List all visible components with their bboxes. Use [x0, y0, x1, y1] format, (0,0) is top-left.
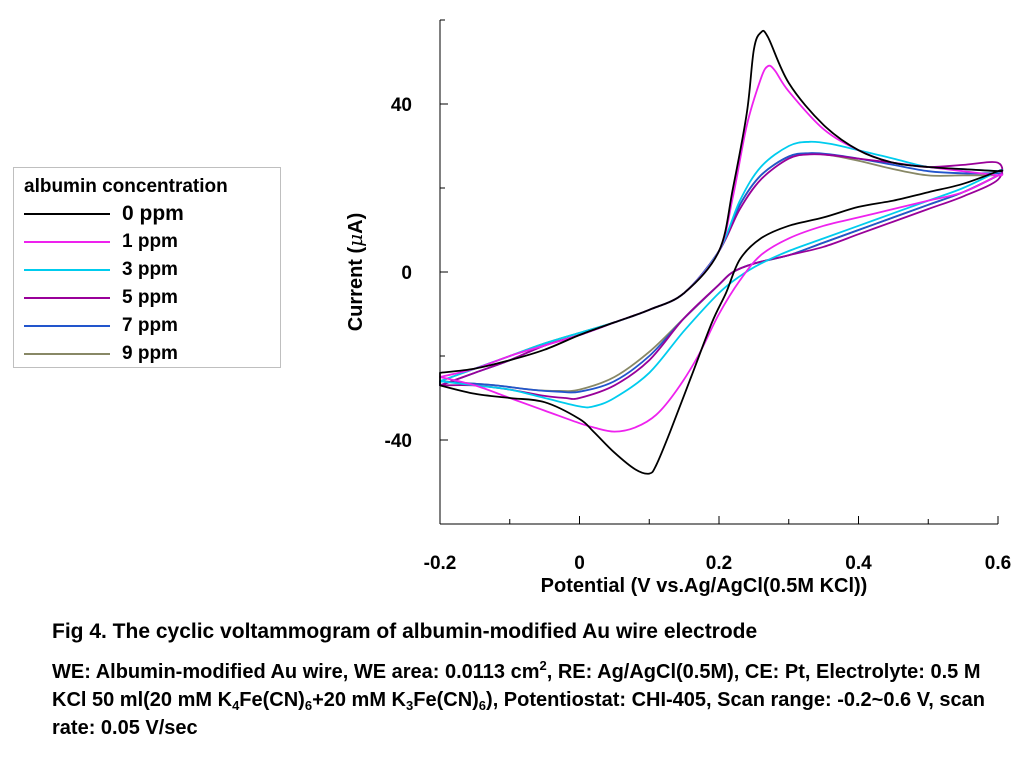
y-tick-label: 40	[391, 95, 412, 116]
legend: albumin concentration 0 ppm 1 ppm 3 ppm …	[13, 167, 281, 368]
cv-chart: -0.2 0 0.2 0.4 0.6 -40 0 40 Potential (V vs.Ag/…	[343, 19, 1012, 597]
legend-item-7ppm: 7 ppm	[24, 313, 274, 339]
x-tick-label: 0.4	[845, 553, 872, 574]
series-line-0-ppm	[439, 29, 1004, 475]
tick-labels: -0.2 0 0.2 0.4 0.6 -40 0 40	[385, 95, 1012, 574]
legend-item-1ppm: 1 ppm	[24, 229, 274, 255]
x-tick-label: 0.2	[706, 553, 732, 574]
y-tick-label: 0	[401, 263, 412, 284]
legend-item-5ppm: 5 ppm	[24, 285, 274, 311]
legend-swatch	[24, 269, 110, 271]
caption-details: WE: Albumin-modified Au wire, WE area: 0…	[52, 658, 985, 739]
legend-label: 3 ppm	[122, 259, 178, 280]
x-axis-title: Potential (V vs.Ag/AgCl(0.5M KCl))	[541, 575, 868, 597]
y-tick-label: -40	[385, 431, 412, 452]
legend-label: 1 ppm	[122, 231, 178, 252]
legend-item-3ppm: 3 ppm	[24, 257, 274, 283]
legend-swatch	[24, 241, 110, 243]
caption-title: Fig 4. The cyclic voltammogram of albumi…	[52, 620, 758, 643]
x-tick-label: 0	[574, 553, 585, 574]
figure-caption: Fig 4. The cyclic voltammogram of albumi…	[52, 618, 1002, 742]
y-axis-title: Current (μA)	[343, 213, 367, 332]
legend-item-9ppm: 9 ppm	[24, 341, 274, 367]
x-tick-label: 0.6	[985, 553, 1011, 574]
legend-swatch	[24, 297, 110, 299]
x-tick-label: -0.2	[424, 553, 457, 574]
axes	[439, 19, 999, 525]
legend-swatch	[24, 213, 110, 215]
legend-label: 7 ppm	[122, 315, 178, 336]
legend-label: 0 ppm	[122, 202, 184, 225]
mu-symbol: μ	[343, 234, 367, 247]
series-line-5-ppm	[439, 153, 1004, 400]
legend-label: 5 ppm	[122, 287, 178, 308]
legend-swatch	[24, 353, 110, 355]
series-line-3-ppm	[439, 140, 1004, 409]
legend-swatch	[24, 325, 110, 327]
legend-label: 9 ppm	[122, 343, 178, 364]
legend-item-0ppm: 0 ppm	[24, 201, 274, 227]
series-lines	[439, 29, 1004, 475]
legend-title: albumin concentration	[24, 176, 228, 197]
